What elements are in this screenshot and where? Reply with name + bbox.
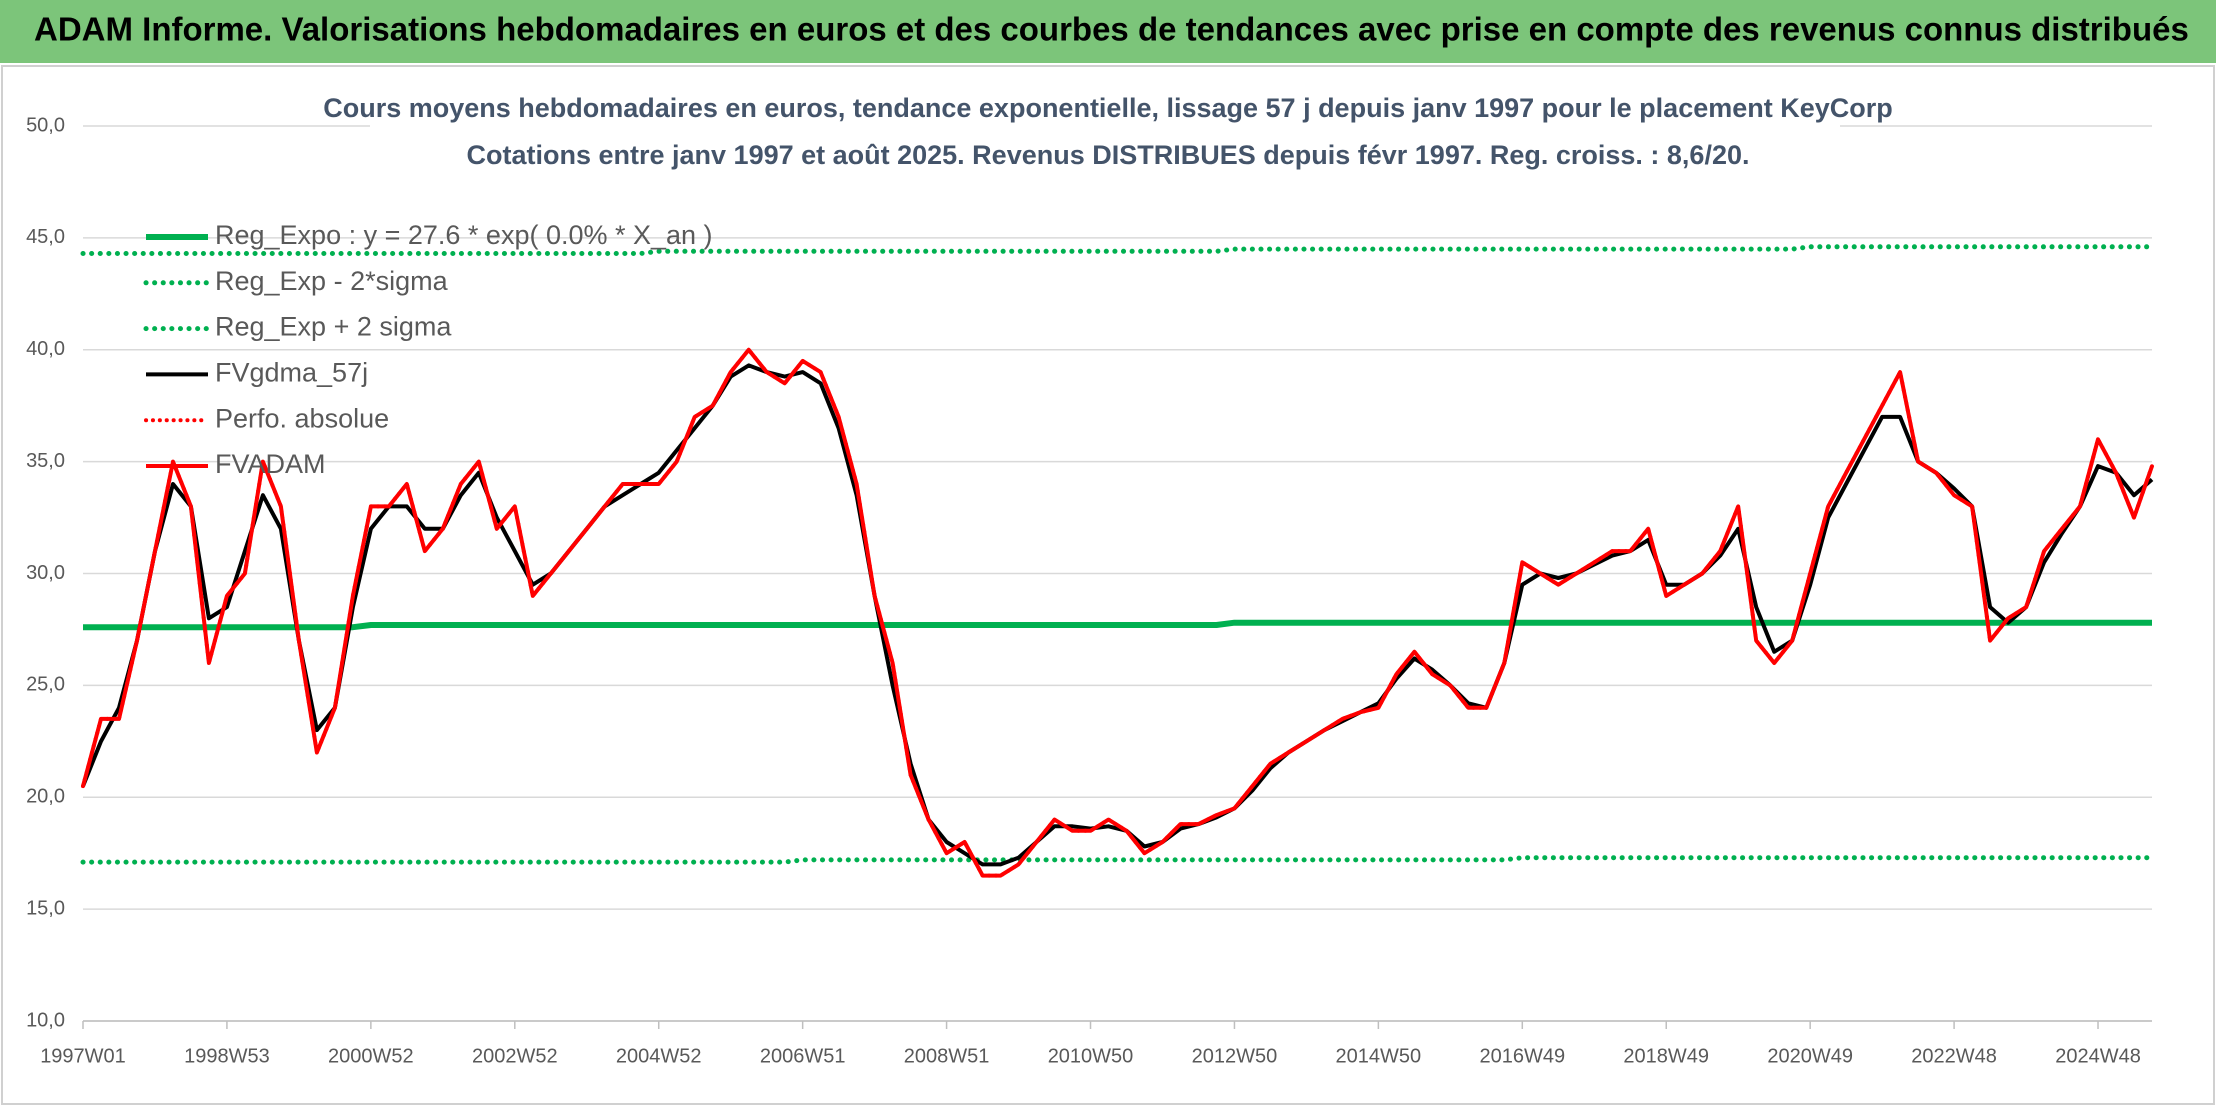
- y-tick-label: 15,0: [26, 897, 65, 919]
- chart-title: Cours moyens hebdomadaires en euros, ten…: [323, 93, 1893, 123]
- title-bg: [370, 92, 1840, 128]
- chart-subtitle: Cotations entre janv 1997 et août 2025. …: [467, 140, 1750, 170]
- y-tick-label: 30,0: [26, 562, 65, 584]
- legend-label: Reg_Exp - 2*sigma: [215, 266, 449, 296]
- header-title: ADAM Informe. Valorisations hebdomadaire…: [34, 11, 2189, 48]
- series-line: [83, 619, 2152, 631]
- series-line: [80, 855, 2155, 865]
- y-tick-label: 35,0: [26, 450, 65, 472]
- y-tick-label: 25,0: [26, 674, 65, 696]
- x-tick-label: 2016W49: [1479, 1045, 1565, 1067]
- series-line: [81, 363, 2154, 867]
- x-tick-label: 1998W53: [184, 1045, 270, 1067]
- series-line: [80, 244, 2155, 256]
- y-tick-label: 50,0: [26, 114, 65, 136]
- x-tick-label: 2010W50: [1048, 1045, 1134, 1067]
- x-tick-label: 2012W50: [1192, 1045, 1278, 1067]
- x-tick-label: 2018W49: [1623, 1045, 1709, 1067]
- x-tick-label: 2024W48: [2055, 1045, 2141, 1067]
- y-tick-label: 20,0: [26, 786, 65, 808]
- legend-label: FVgdma_57j: [215, 358, 368, 388]
- series-line: [81, 347, 2154, 878]
- x-tick-label: 2008W51: [904, 1045, 990, 1067]
- legend-label: Reg_Exp + 2 sigma: [215, 312, 452, 342]
- x-tick-label: 2002W52: [472, 1045, 558, 1067]
- x-tick-label: 2006W51: [760, 1045, 846, 1067]
- x-tick-label: 2022W48: [1911, 1045, 1997, 1067]
- legend-label: FVADAM: [215, 449, 326, 479]
- x-tick-label: 2004W52: [616, 1045, 702, 1067]
- legend-label: Reg_Expo : y = 27.6 * exp( 0.0% * X_an ): [215, 220, 713, 250]
- y-tick-label: 45,0: [26, 226, 65, 248]
- header-banner: [0, 0, 2216, 63]
- y-tick-label: 40,0: [26, 338, 65, 360]
- x-tick-label: 1997W01: [40, 1045, 126, 1067]
- y-tick-label: 10,0: [26, 1009, 65, 1031]
- x-tick-label: 2000W52: [328, 1045, 414, 1067]
- x-tick-label: 2020W49: [1767, 1045, 1853, 1067]
- legend-label: Perfo. absolue: [215, 403, 389, 433]
- x-tick-label: 2014W50: [1336, 1045, 1422, 1067]
- subtitle-bg: [500, 138, 1710, 176]
- legend: Reg_Expo : y = 27.6 * exp( 0.0% * X_an )…: [143, 220, 713, 479]
- chart-frame: [1, 65, 2215, 1105]
- plot-area: [80, 244, 2155, 878]
